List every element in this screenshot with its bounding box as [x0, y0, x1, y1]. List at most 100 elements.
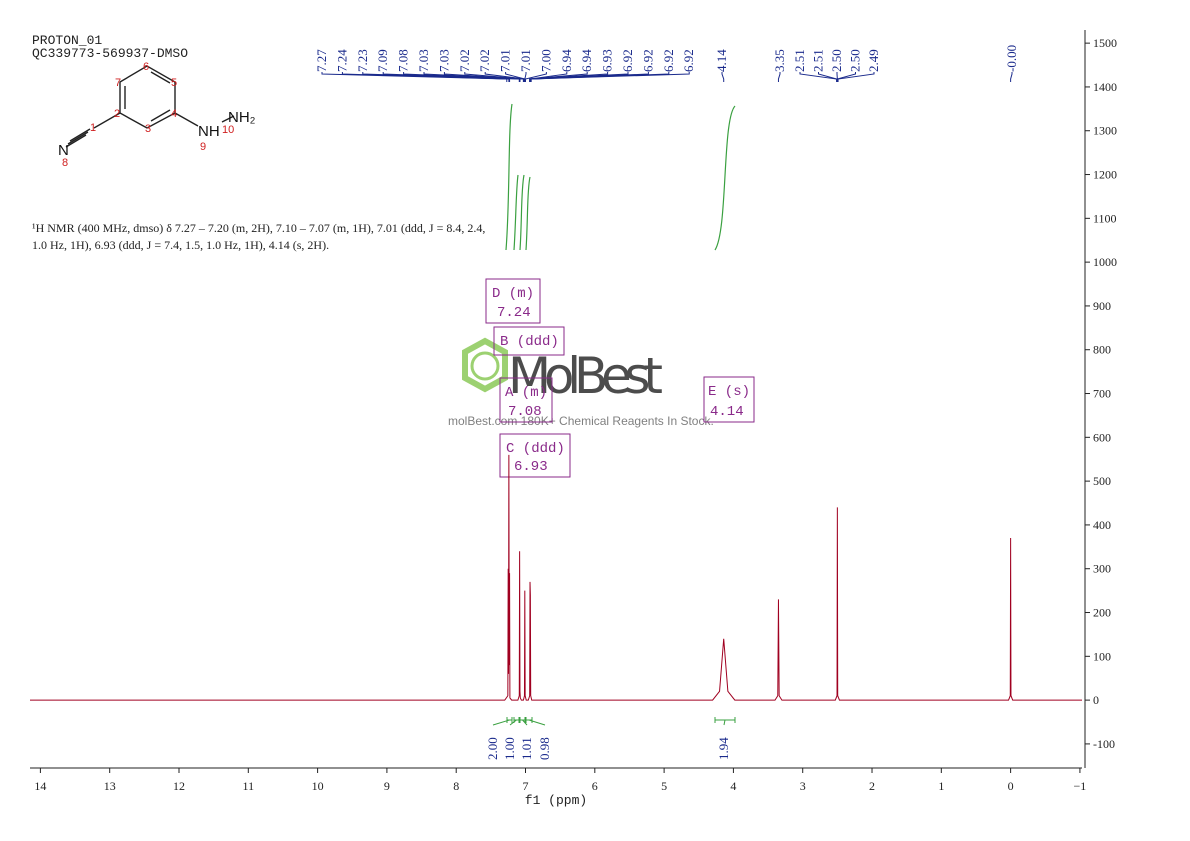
y-tick-label: 1300 [1093, 124, 1117, 138]
multiplet-name: B (ddd) [500, 334, 559, 350]
x-tick-label: 2 [869, 779, 875, 793]
peak-label: 7.01 [518, 49, 533, 72]
multiplet-shift: 4.14 [710, 404, 744, 420]
integral-label: 0.98 [537, 737, 552, 760]
multiplet-shift: 6.93 [514, 459, 548, 475]
watermark: MolBest molBest.com 180K+ Chemical Reage… [448, 337, 714, 428]
x-tick-label: 7 [523, 779, 529, 793]
x-tick-label: 6 [592, 779, 598, 793]
y-tick-label: 1100 [1093, 211, 1117, 225]
multiplet-name: E (s) [708, 384, 750, 400]
peak-label: 4.14 [714, 49, 729, 72]
watermark-brand: MolBest [508, 347, 663, 405]
peak-label: 7.08 [396, 49, 411, 72]
multiplet-shift: 7.24 [497, 305, 531, 321]
peak-connector [530, 72, 690, 82]
description: 1.0 Hz, 1H), 6.93 (ddd, J = 7.4, 1.5, 1.… [32, 238, 329, 252]
peak-connector [529, 72, 609, 82]
atom-number: 5 [171, 77, 177, 89]
atom-number: 2 [114, 108, 120, 120]
x-tick-label: 8 [453, 779, 459, 793]
atom-nh: NH [198, 123, 220, 140]
peak-label: 2.49 [866, 49, 881, 72]
peak-connector [777, 72, 781, 82]
multiplet-shift: 7.08 [508, 404, 542, 420]
y-tick-label: 600 [1093, 430, 1111, 444]
integral-label: 2.00 [485, 737, 500, 760]
peak-connector [443, 72, 524, 82]
x-tick-label: 12 [173, 779, 185, 793]
atom-number: 4 [171, 108, 177, 120]
y-tick-label: 700 [1093, 387, 1111, 401]
multiplet-name: C (ddd) [506, 441, 565, 457]
integral-curves [505, 103, 736, 251]
peak-connector [836, 72, 856, 82]
peak-connector [403, 72, 521, 82]
y-tick-label: 1500 [1093, 36, 1117, 50]
peak-label: 6.92 [681, 49, 696, 72]
integral-bracket [509, 717, 520, 726]
peak-label: 7.01 [498, 49, 513, 72]
peak-label: 3.35 [772, 49, 787, 72]
peak-label: 7.00 [538, 49, 553, 72]
y-tick-label: 800 [1093, 343, 1111, 357]
peak-label: 7.23 [355, 49, 370, 72]
integral-bracket [492, 717, 513, 726]
x-tick-label: 0 [1008, 779, 1014, 793]
peak-label: 6.92 [640, 49, 655, 72]
y-tick-label: 900 [1093, 299, 1111, 313]
peak-label: 2.50 [829, 49, 844, 72]
peak-label: 6.92 [661, 49, 676, 72]
peak-label: 7.03 [436, 49, 451, 72]
peak-connector [837, 72, 875, 82]
integral-label: 1.01 [519, 737, 534, 760]
peak-label: 7.02 [477, 49, 492, 72]
peak-label: 7.09 [375, 49, 390, 72]
peak-label: 6.93 [600, 49, 615, 72]
y-tick-label: 400 [1093, 518, 1111, 532]
peak-connector [721, 72, 725, 82]
y-tick-label: 0 [1093, 693, 1099, 707]
integral-bracket [714, 717, 736, 726]
y-tick-label: 1000 [1093, 255, 1117, 269]
y-tick-label: -100 [1093, 737, 1115, 751]
x-tick-label: 13 [104, 779, 116, 793]
spectrum-line [30, 454, 1082, 701]
y-tick-label: 1400 [1093, 80, 1117, 94]
peak-label: 6.94 [559, 49, 574, 72]
y-tick-label: 300 [1093, 562, 1111, 576]
y-tick-label: 100 [1093, 649, 1111, 663]
atom-number: 3 [145, 123, 151, 135]
peak-connector [529, 72, 588, 82]
description: ¹H NMR (400 MHz, dmso) δ 7.27 – 7.20 (m,… [32, 221, 485, 235]
x-tick-label: 11 [243, 779, 255, 793]
peak-label: -0.00 [1004, 45, 1019, 72]
peak-label: 7.03 [416, 49, 431, 72]
x-tick-label: −1 [1074, 779, 1087, 793]
multiplet-boxes [485, 278, 755, 478]
atom-number: 1 [90, 122, 96, 134]
y-tick-label: 500 [1093, 474, 1111, 488]
peak-connector [818, 72, 838, 82]
x-axis-label: f1 (ppm) [525, 793, 587, 808]
x-tick-label: 1 [938, 779, 944, 793]
atom-number: 9 [200, 141, 206, 153]
peak-connector [1010, 72, 1013, 82]
peak-label: 7.02 [457, 49, 472, 72]
peak-connector [484, 72, 525, 82]
integral-label: 1.94 [716, 737, 731, 760]
y-tick-label: 1200 [1093, 168, 1117, 182]
watermark-tagline: molBest.com 180K+ Chemical Reagents In S… [448, 414, 714, 428]
peak-label: 2.51 [792, 49, 807, 72]
atom-nh2: NH₂ [228, 109, 256, 126]
x-tick-label: 4 [730, 779, 736, 793]
peak-connector [525, 72, 547, 82]
integral-label: 1.00 [502, 737, 517, 760]
peak-label: 6.94 [579, 49, 594, 72]
atom-number: 7 [115, 77, 121, 89]
structure [65, 65, 235, 148]
peak-label: 2.51 [811, 49, 826, 72]
header-title: PROTON_01 [32, 33, 102, 48]
multiplet-name: D (m) [492, 286, 534, 302]
